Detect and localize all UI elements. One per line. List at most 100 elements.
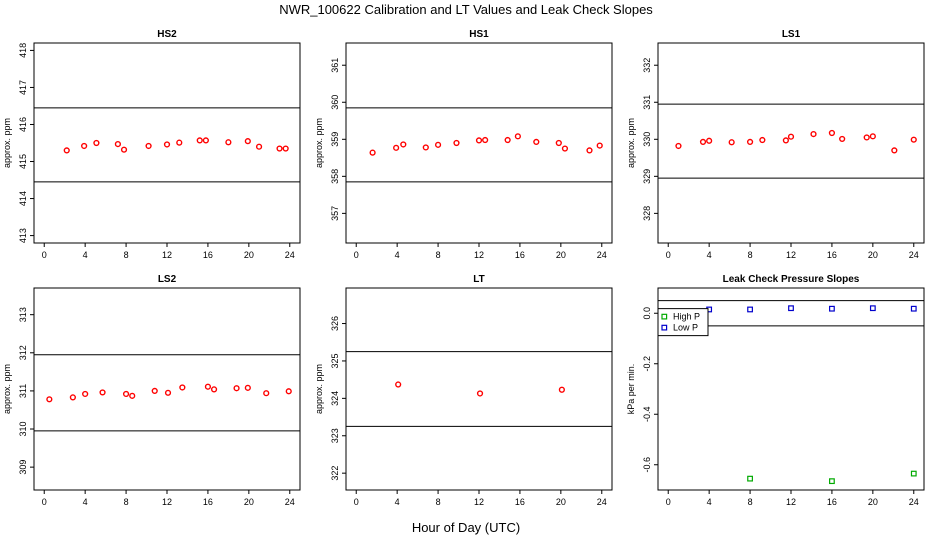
y-tick-label: 312: [18, 345, 28, 360]
panel-title: HS1: [469, 29, 489, 40]
data-point: [828, 129, 836, 137]
y-tick-label: 331: [642, 95, 652, 110]
x-tick-label: 24: [597, 250, 607, 260]
x-tick-label: 12: [786, 497, 796, 507]
data-point: [910, 136, 917, 143]
data-point: [244, 384, 251, 391]
data-point: [747, 306, 753, 313]
data-point: [81, 142, 88, 150]
y-axis-label: approx. ppm: [314, 118, 324, 168]
y-tick-label: -0.4: [642, 406, 652, 422]
x-tick-label: 16: [827, 250, 837, 260]
y-tick-label: 326: [330, 316, 340, 331]
data-point: [93, 139, 100, 147]
plot-frame: [33, 287, 301, 491]
panel-6: Leak Check Pressure Slopes 0 4 8 12 16 20 24 -0.…: [626, 274, 925, 507]
x-tick-label: 4: [395, 250, 400, 260]
x-tick-label: 24: [909, 497, 919, 507]
panel-title: LS1: [782, 29, 801, 40]
y-tick-label: 324: [330, 391, 340, 406]
x-tick-label: 20: [556, 497, 566, 507]
x-tick-label: 16: [203, 250, 213, 260]
x-tick-label: 20: [556, 250, 566, 260]
data-point: [225, 139, 232, 146]
legend-marker: [661, 324, 668, 331]
legend-label: Low P: [673, 323, 698, 333]
y-tick-label: 359: [330, 132, 340, 147]
data-point: [244, 138, 251, 145]
y-tick-label: 413: [18, 228, 28, 243]
x-tick-label: 12: [474, 497, 484, 507]
x-tick-label: 4: [395, 497, 400, 507]
x-tick-label: 0: [354, 250, 359, 260]
x-tick-label: 24: [597, 497, 607, 507]
x-tick-label: 12: [786, 250, 796, 260]
y-axis-label: approx. ppm: [314, 364, 324, 414]
plot-frame: [345, 287, 613, 491]
x-tick-label: 12: [474, 250, 484, 260]
data-point: [120, 146, 128, 153]
data-point: [586, 147, 593, 154]
data-point: [699, 138, 707, 145]
x-tick-label: 0: [666, 250, 671, 260]
data-point: [910, 470, 917, 477]
data-point: [114, 141, 121, 148]
plot-frame: [657, 42, 925, 244]
data-point: [475, 137, 483, 144]
y-tick-label: 414: [18, 191, 28, 206]
legend-label: High P: [673, 312, 700, 322]
data-point: [533, 138, 540, 145]
y-tick-label: 313: [18, 307, 28, 322]
x-tick-label: 8: [124, 250, 129, 260]
data-point: [233, 385, 240, 392]
data-point: [787, 133, 795, 140]
data-point: [829, 478, 835, 485]
x-tick-label: 16: [203, 497, 213, 507]
y-tick-label: 329: [642, 169, 652, 184]
data-point: [561, 145, 569, 152]
y-tick-label: 417: [18, 80, 28, 95]
figure-title: NWR_100622 Calibration and LT Values and…: [279, 2, 653, 17]
y-tick-label: 330: [642, 132, 652, 147]
x-tick-label: 0: [666, 497, 671, 507]
y-tick-label: 328: [642, 206, 652, 221]
data-point: [176, 139, 183, 146]
data-point: [369, 149, 376, 156]
data-point: [400, 141, 407, 148]
data-point: [810, 131, 817, 138]
y-tick-label: 416: [18, 117, 28, 132]
panel-5: LT 0 4 8 12 16 20 24 322 323 324 325 326 approx. ppm: [314, 274, 613, 507]
y-tick-label: 358: [330, 169, 340, 184]
data-point: [179, 384, 186, 391]
y-tick-label: 310: [18, 422, 28, 437]
data-point: [99, 389, 106, 396]
x-tick-label: 8: [748, 497, 753, 507]
x-tick-label: 20: [244, 497, 254, 507]
data-point: [746, 138, 754, 145]
y-axis-label: approx. ppm: [2, 118, 12, 168]
data-point: [145, 142, 152, 150]
panel-1: HS2 0 4 8 12 16 20 24 413 414 415 416 417 418 approx. …: [2, 29, 301, 260]
panel-title: LT: [473, 274, 484, 285]
data-point: [869, 305, 876, 312]
panel-title: HS2: [157, 29, 177, 40]
data-point: [63, 147, 70, 154]
x-tick-label: 0: [354, 497, 359, 507]
x-tick-label: 4: [707, 497, 712, 507]
data-point: [829, 305, 835, 312]
y-tick-label: 309: [18, 460, 28, 475]
data-point: [210, 386, 218, 393]
y-axis-label: approx. ppm: [626, 118, 636, 168]
x-tick-label: 4: [707, 250, 712, 260]
y-axis-label: approx. ppm: [2, 364, 12, 414]
x-tick-label: 24: [285, 250, 295, 260]
data-point: [164, 389, 172, 396]
data-point: [204, 383, 212, 390]
x-tick-label: 4: [83, 497, 88, 507]
data-point: [891, 147, 898, 154]
data-point: [728, 139, 735, 146]
data-point: [255, 143, 263, 150]
data-point: [151, 387, 158, 395]
